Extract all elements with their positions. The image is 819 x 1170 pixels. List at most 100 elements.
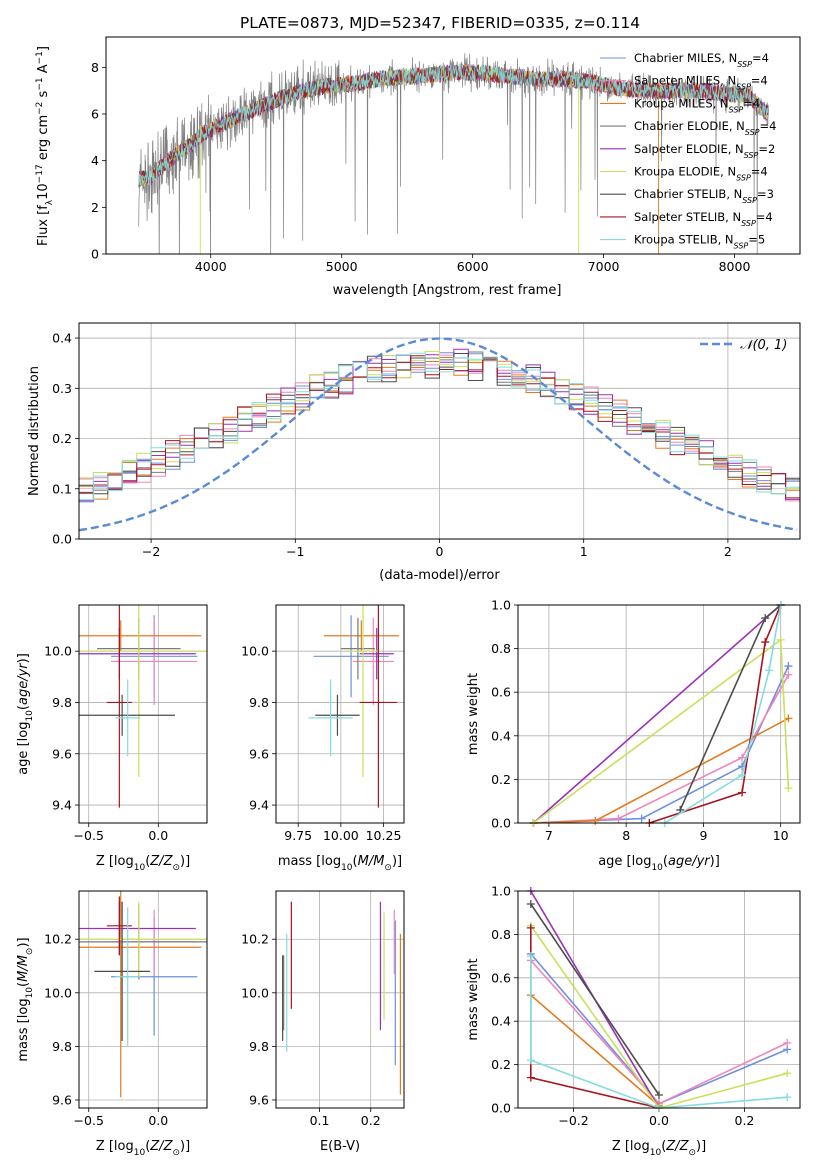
plus-marker [591,816,600,825]
x-tick-label: 0.0 [148,828,168,843]
y-tick-label: 10.0 [241,985,269,1000]
x-axis-label: E(B-V) [320,1139,360,1154]
y-tick-label: 10.0 [44,985,72,1000]
plus-marker [784,714,793,723]
plus-marker [526,1073,535,1082]
y-tick-label: 0.4 [491,1014,511,1029]
plus-marker [738,771,747,780]
y-axis-label: mass [log10(M/M⊙)] [16,937,35,1061]
y-tick-label: 9.4 [249,798,269,813]
plus-marker [738,753,747,762]
y-axis-label: mass weight [466,958,481,1040]
x-tick-label: 1 [580,544,588,559]
y-tick-label: 9.8 [249,1039,269,1054]
x-axis-label: age [log10(age/yr)] [598,854,720,873]
legend-label: Salpeter STELIB, NSSP=4 [634,210,773,228]
plus-marker [761,614,770,623]
plus-marker [526,1056,535,1065]
plus-marker [783,1069,792,1078]
x-tick-label: 7 [545,828,553,843]
plus-marker [776,635,785,644]
x-tick-label: 0.2 [735,1113,755,1128]
y-tick-label: 9.4 [52,798,72,813]
model-line-8 [138,62,769,188]
plus-marker [738,788,747,797]
y-tick-label: 4 [91,153,99,168]
y-tick-label: 0.4 [491,728,511,743]
plus-marker [637,814,646,823]
y-tick-label: 9.6 [249,746,269,761]
x-tick-label: 9 [699,828,707,843]
x-tick-label: 0.1 [310,1113,330,1128]
x-tick-label: 4000 [195,259,227,274]
x-tick-label: 0 [436,544,444,559]
x-tick-label: 0.0 [649,1113,669,1128]
plus-marker [526,952,535,961]
y-tick-label: 10.0 [241,644,269,659]
y-axis-label: age [log10(age/yr)] [16,653,35,775]
chart-panels: 4000 5000 6000 7000 8000 0 2 4 6 8 Chabrier MILES,… [16,36,801,1158]
legend-label: Salpeter MILES, NSSP=4 [634,74,768,92]
y-tick-label: 0.0 [491,1101,511,1116]
y-tick-label: 9.6 [52,746,72,761]
plus-marker [784,784,793,793]
y-tick-label: 2 [91,200,99,215]
plus-marker [784,670,793,679]
legend-label: Kroupa STELIB, NSSP=5 [634,233,765,251]
axes-frame [78,604,208,824]
mass-weight-line [664,604,782,824]
legend-label: Chabrier ELODIE, NSSP=4 [634,119,776,137]
x-tick-label: 0.0 [148,1113,168,1128]
axes-frame [78,890,208,1109]
y-tick-label: 0.1 [52,481,72,496]
y-tick-label: 1.0 [491,884,511,899]
histogram-kroupa_stelib [79,352,800,509]
x-tick-label: 6000 [457,259,489,274]
errorbars [282,901,402,1095]
legend-label: Salpeter ELODIE, NSSP=2 [634,142,775,160]
plus-marker [765,666,774,675]
x-tick-label: 0.2 [361,1113,381,1128]
mass-weight-lines [529,601,793,827]
x-axis-label: (data-model)/error [379,568,500,583]
histograms [79,337,800,532]
x-tick-label: 10.00 [323,828,359,843]
plus-marker [526,900,535,909]
x-axis-label: Z [log10(Z/Z⊙)] [612,1139,706,1158]
plus-marker [655,1090,663,1099]
x-tick-label: 7000 [588,259,620,274]
x-tick-label: 5000 [326,259,358,274]
legend-label: Chabrier STELIB, NSSP=3 [634,187,774,205]
legend-label: 𝒩(0, 1) [740,338,787,353]
x-tick-label: 8000 [719,259,751,274]
mass-weight-line [530,956,788,1109]
y-tick-label: 9.6 [52,1092,72,1107]
axes-frame [275,604,405,824]
y-axis-label: mass weight [466,673,481,755]
x-tick-label: 8 [622,828,630,843]
gaussian-curve [79,337,798,532]
legend-label: Chabrier MILES, NSSP=4 [634,51,769,69]
plus-marker [783,1038,792,1047]
plus-marker [783,1093,792,1102]
axes-frame [105,36,801,255]
y-tick-label: 0.6 [491,970,511,985]
x-tick-label: −1 [286,544,304,559]
y-tick-label: 9.6 [249,1092,269,1107]
errorbars [79,891,207,1098]
axes-frame [517,890,801,1109]
x-tick-label: 10.25 [366,828,402,843]
x-tick-label: −0.5 [74,1113,104,1128]
y-tick-label: 0.8 [491,927,511,942]
mass-weight-line [530,994,660,1107]
x-tick-label: 9.75 [284,828,312,843]
y-tick-label: 0.2 [491,1057,511,1072]
y-tick-label: 10.0 [44,644,72,659]
y-axis-label: Flux [fλ10−17 erg cm−2 s−1 A−1] [35,46,55,246]
spectrum-lines [138,53,769,254]
y-tick-label: 8 [91,60,99,75]
plus-marker [614,814,623,823]
legend-label: Kroupa ELODIE, NSSP=4 [634,165,768,183]
errorbars [308,605,399,808]
